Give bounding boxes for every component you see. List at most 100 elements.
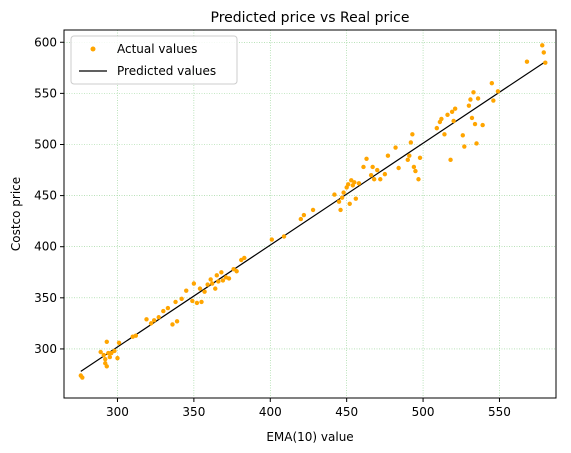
data-point — [451, 118, 456, 124]
data-point — [106, 350, 111, 356]
data-point — [370, 164, 375, 170]
y-tick-label: 550 — [34, 86, 57, 100]
data-point — [413, 168, 418, 174]
plot-frame — [63, 29, 557, 399]
data-point — [210, 281, 215, 286]
data-point — [452, 106, 458, 111]
y-tick-label: 300 — [34, 342, 57, 356]
data-point — [341, 190, 346, 195]
data-point — [345, 182, 351, 187]
data-point — [104, 339, 109, 344]
data-point — [411, 164, 417, 170]
data-point — [165, 305, 171, 311]
data-point — [352, 180, 357, 185]
data-point — [361, 164, 366, 170]
data-point — [410, 132, 415, 137]
data-point — [161, 308, 166, 314]
data-point — [460, 133, 465, 138]
data-point — [226, 276, 232, 281]
y-tick-label: 500 — [34, 137, 57, 151]
data-point — [220, 278, 226, 283]
data-point — [407, 153, 412, 158]
data-point — [543, 60, 548, 65]
legend: Actual values Predicted values — [70, 35, 238, 85]
data-point — [541, 50, 546, 55]
data-point — [101, 352, 106, 358]
data-point — [214, 273, 219, 278]
data-point — [434, 125, 440, 131]
data-point — [242, 255, 247, 261]
data-point — [347, 201, 352, 206]
data-point — [475, 96, 481, 101]
x-tick-label: 500 — [412, 405, 435, 419]
data-point — [216, 279, 221, 284]
data-point — [385, 153, 391, 158]
chart-title: Predicted price vs Real price — [211, 10, 410, 26]
data-point — [112, 348, 117, 354]
data-point — [375, 167, 380, 173]
data-point — [332, 192, 337, 197]
data-point — [416, 177, 421, 182]
data-point — [466, 103, 472, 108]
data-point — [445, 112, 450, 118]
x-tick-label: 450 — [335, 405, 358, 419]
data-point — [540, 43, 545, 48]
data-point — [378, 177, 383, 182]
data-point — [474, 141, 479, 146]
data-point — [356, 181, 362, 186]
y-axis-title: Costco price — [9, 177, 23, 251]
y-tick-label: 600 — [34, 35, 57, 49]
data-point — [98, 349, 103, 355]
data-point — [393, 145, 398, 150]
data-point — [471, 90, 476, 95]
data-point — [524, 59, 530, 64]
data-point — [184, 288, 189, 293]
data-point — [104, 364, 109, 369]
legend-box — [70, 35, 238, 85]
data-point — [219, 270, 224, 275]
data-point — [213, 286, 218, 291]
data-point — [449, 109, 455, 114]
grid — [64, 30, 556, 398]
data-point — [298, 216, 304, 222]
data-point — [310, 207, 316, 213]
data-point — [364, 156, 369, 161]
data-point — [115, 355, 120, 361]
data-point — [144, 317, 149, 322]
data-point — [190, 298, 195, 304]
data-point — [80, 375, 85, 380]
data-point — [133, 333, 139, 338]
y-tick-label: 450 — [34, 189, 57, 203]
data-point — [148, 321, 154, 326]
y-tick-label: 400 — [34, 240, 57, 254]
data-point — [179, 296, 184, 302]
data-point — [489, 80, 495, 86]
data-point — [338, 207, 343, 213]
data-point — [396, 165, 401, 171]
data-point — [339, 195, 345, 200]
data-point — [170, 322, 175, 327]
data-point — [417, 155, 423, 160]
data-point — [448, 157, 453, 163]
data-point — [156, 315, 161, 320]
data-point — [116, 340, 122, 345]
data-point — [469, 115, 475, 121]
legend-marker-actual — [90, 46, 96, 52]
x-tick-label: 550 — [488, 405, 511, 419]
data-point — [173, 299, 178, 305]
data-point — [234, 269, 239, 274]
data-point — [205, 282, 210, 287]
data-point — [491, 98, 496, 103]
legend-label-predicted: Predicted values — [117, 64, 216, 78]
data-point — [269, 237, 275, 242]
data-point — [480, 122, 485, 128]
data-point — [353, 196, 359, 201]
data-point — [194, 300, 200, 306]
y-tick-label: 350 — [34, 291, 57, 305]
actual-points-layer — [78, 43, 548, 380]
predicted-line-layer — [80, 61, 546, 372]
x-axis-ticks: 300 350 400 450 500 550 — [106, 398, 511, 419]
data-point — [462, 144, 467, 149]
data-point — [495, 89, 501, 94]
